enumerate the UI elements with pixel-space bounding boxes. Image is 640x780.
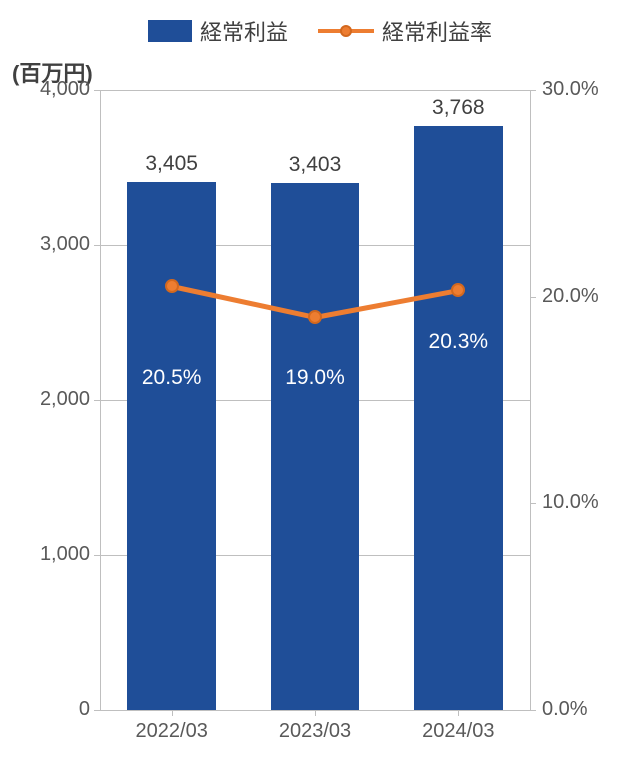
- x-tick-mark: [315, 710, 316, 716]
- bar-value-label: 3,768: [432, 96, 485, 120]
- line-marker: [308, 310, 322, 324]
- bar-value-label: 3,403: [289, 153, 342, 177]
- x-tick-label: 2024/03: [387, 720, 530, 743]
- line-marker: [451, 283, 465, 297]
- legend-swatch-line: [318, 20, 374, 42]
- legend: 経常利益 経常利益率: [0, 15, 640, 47]
- x-tick-mark: [458, 710, 459, 716]
- bar: [127, 182, 216, 710]
- combo-chart: 経常利益 経常利益率 (百万円) 01,0002,0003,0004,0000.…: [0, 0, 640, 780]
- x-tick-label: 2022/03: [100, 720, 243, 743]
- y-left-tick-label: 4,000: [10, 78, 90, 101]
- x-tick-mark: [172, 710, 173, 716]
- bar: [271, 183, 360, 710]
- y-left-axis-line: [100, 90, 101, 710]
- y-left-tick-label: 0: [10, 698, 90, 721]
- bar-percent-label: 20.5%: [142, 366, 202, 390]
- bar-percent-label: 20.3%: [429, 330, 489, 354]
- y-right-tick-mark: [530, 710, 536, 711]
- plot-area: 01,0002,0003,0004,0000.0%10.0%20.0%30.0%…: [100, 90, 530, 710]
- bar-percent-label: 19.0%: [285, 366, 345, 390]
- y-left-tick-mark: [94, 710, 100, 711]
- legend-label-bars: 経常利益: [200, 15, 288, 47]
- y-right-tick-label: 20.0%: [542, 285, 599, 308]
- y-right-tick-label: 10.0%: [542, 491, 599, 514]
- y-right-tick-label: 0.0%: [542, 698, 588, 721]
- legend-swatch-bar: [148, 20, 192, 42]
- bar: [414, 126, 503, 710]
- bar-value-label: 3,405: [145, 152, 198, 176]
- legend-item-line: 経常利益率: [318, 15, 492, 47]
- y-left-tick-label: 1,000: [10, 543, 90, 566]
- gridline: [100, 90, 530, 91]
- y-right-axis-line: [530, 90, 531, 710]
- x-tick-label: 2023/03: [243, 720, 386, 743]
- y-left-tick-label: 3,000: [10, 233, 90, 256]
- y-left-tick-label: 2,000: [10, 388, 90, 411]
- legend-item-bars: 経常利益: [148, 15, 288, 47]
- legend-label-line: 経常利益率: [382, 15, 492, 47]
- line-marker: [165, 279, 179, 293]
- y-right-tick-label: 30.0%: [542, 78, 599, 101]
